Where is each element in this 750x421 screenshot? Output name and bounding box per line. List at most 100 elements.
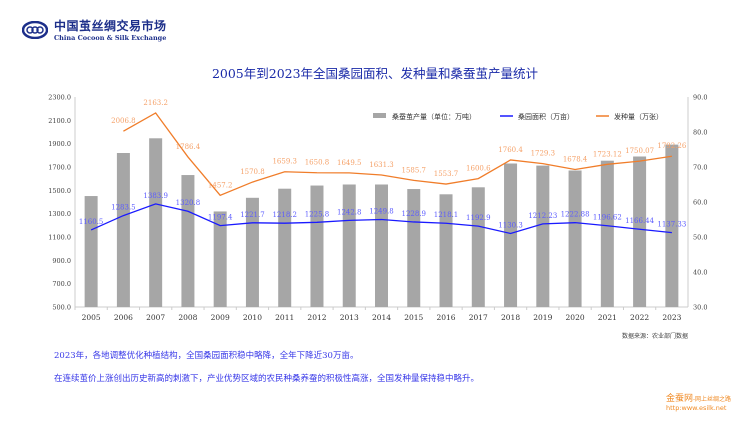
legend-label: 桑园面积（万亩） xyxy=(518,112,574,121)
x-tick-label: 2010 xyxy=(243,313,262,322)
x-tick-label: 2021 xyxy=(598,313,617,322)
bar xyxy=(600,160,614,307)
chart-title: 2005年到2023年全国桑园面积、发种量和桑蚕茧产量统计 xyxy=(211,66,539,81)
data-label: 1659.3 xyxy=(272,158,297,166)
x-tick-label: 2006 xyxy=(114,313,133,322)
data-label: 1383.9 xyxy=(143,192,168,200)
right-tick-label: 30.0 xyxy=(693,304,707,312)
data-label: 1218.2 xyxy=(272,211,297,219)
bar xyxy=(665,144,679,307)
left-tick-label: 700.0 xyxy=(52,280,71,288)
data-label: 1249.8 xyxy=(369,208,394,216)
data-label: 2163.2 xyxy=(143,99,168,107)
x-tick-label: 2012 xyxy=(307,313,326,322)
x-tick-label: 2014 xyxy=(372,313,391,322)
logo-cn: 中国茧丝绸交易市场 xyxy=(54,19,167,33)
data-label: 1160.5 xyxy=(79,218,104,226)
data-label: 1570.8 xyxy=(240,168,265,176)
note-1: 2023年，各地调整优化种植结构，全国桑园面积稳中略降，全年下降近30万亩。 xyxy=(54,351,359,361)
data-label: 1631.3 xyxy=(369,161,394,169)
data-label: 1130.3 xyxy=(498,221,523,229)
data-label: 1197.4 xyxy=(208,214,233,222)
data-label: 1225.8 xyxy=(305,210,330,218)
data-label: 1192.9 xyxy=(466,214,491,222)
logo-icon xyxy=(22,20,48,39)
bar xyxy=(181,175,195,307)
data-label: 1166.44 xyxy=(625,217,654,225)
data-label: 1222.88 xyxy=(561,211,590,219)
x-tick-label: 2007 xyxy=(146,313,165,322)
left-tick-label: 1100.0 xyxy=(48,234,71,242)
data-label: 2006.8 xyxy=(111,117,136,125)
x-tick-label: 2018 xyxy=(501,313,520,322)
data-label: 1320.8 xyxy=(176,199,201,207)
logo-en: China Cocoon & Silk Exchange xyxy=(54,34,167,42)
data-label: 1600.6 xyxy=(466,165,491,173)
data-label: 1678.4 xyxy=(563,156,588,164)
x-tick-label: 2005 xyxy=(82,313,101,322)
data-label: 1723.12 xyxy=(593,150,622,158)
x-tick-label: 2015 xyxy=(404,313,423,322)
data-label: 1283.5 xyxy=(111,204,136,212)
data-label: 1649.5 xyxy=(337,159,362,167)
left-tick-label: 1700.0 xyxy=(48,164,71,172)
logo: 中国茧丝绸交易市场 China Cocoon & Silk Exchange xyxy=(22,17,167,42)
x-tick-label: 2016 xyxy=(436,313,455,322)
bar xyxy=(504,163,518,307)
bar xyxy=(471,187,485,307)
left-tick-label: 1500.0 xyxy=(48,187,71,195)
x-tick-label: 2019 xyxy=(533,313,552,322)
x-tick-label: 2017 xyxy=(469,313,488,322)
data-label: 1196.62 xyxy=(593,214,622,222)
bar xyxy=(278,188,292,307)
x-tick-label: 2020 xyxy=(566,313,585,322)
data-label: 1553.7 xyxy=(434,170,459,178)
data-label: 1650.8 xyxy=(305,159,330,167)
left-tick-label: 1900.0 xyxy=(48,140,71,148)
watermark: 金蚕网-网上丝绸之路 http:www.esilk.net xyxy=(666,391,731,412)
data-label: 1792.26 xyxy=(657,142,686,150)
x-tick-label: 2022 xyxy=(630,313,649,322)
bar xyxy=(342,184,356,307)
right-tick-label: 60.0 xyxy=(693,199,707,207)
left-tick-label: 2300.0 xyxy=(48,94,71,102)
left-tick-label: 2100.0 xyxy=(48,117,71,125)
left-tick-label: 1300.0 xyxy=(48,210,71,218)
data-label: 1760.4 xyxy=(498,146,523,154)
data-label: 1137.33 xyxy=(657,221,686,229)
x-tick-label: 2008 xyxy=(178,313,197,322)
legend-bar-swatch xyxy=(373,113,386,118)
x-tick-label: 2011 xyxy=(275,313,294,322)
bar xyxy=(536,165,550,307)
legend-label: 发种量（万张） xyxy=(614,112,663,121)
x-tick-label: 2009 xyxy=(211,313,230,322)
legend-label: 桑蚕茧产量（单位：万吨） xyxy=(392,112,476,121)
x-tick-label: 2013 xyxy=(340,313,359,322)
right-tick-label: 40.0 xyxy=(693,269,707,277)
data-label: 1212.23 xyxy=(528,212,557,220)
right-tick-label: 80.0 xyxy=(693,129,707,137)
right-tick-label: 50.0 xyxy=(693,234,707,242)
watermark-name: 金蚕网 xyxy=(666,394,694,404)
bar xyxy=(407,189,421,307)
bar xyxy=(568,170,582,307)
bar xyxy=(245,197,259,307)
data-label: 1729.3 xyxy=(531,150,556,158)
left-tick-label: 900.0 xyxy=(52,257,71,265)
bar xyxy=(149,138,163,307)
data-label: 1218.1 xyxy=(434,211,459,219)
watermark-slogan: -网上丝绸之路 xyxy=(693,396,732,403)
data-label: 1585.7 xyxy=(402,166,427,174)
data-label: 1242.8 xyxy=(337,208,362,216)
note-2: 在连续茧价上涨创出历史新高的刺激下，产业优势区域的农民种桑养蚕的积极性高涨，全国… xyxy=(54,374,480,384)
data-label: 1750.07 xyxy=(625,147,654,155)
data-label: 1228.9 xyxy=(402,210,427,218)
bar xyxy=(375,184,388,307)
bar xyxy=(633,156,647,307)
left-tick-label: 500.0 xyxy=(52,304,71,312)
x-tick-label: 2023 xyxy=(662,313,681,322)
watermark-url: http:www.esilk.net xyxy=(666,404,727,412)
bar xyxy=(310,185,324,307)
bar xyxy=(213,211,227,307)
